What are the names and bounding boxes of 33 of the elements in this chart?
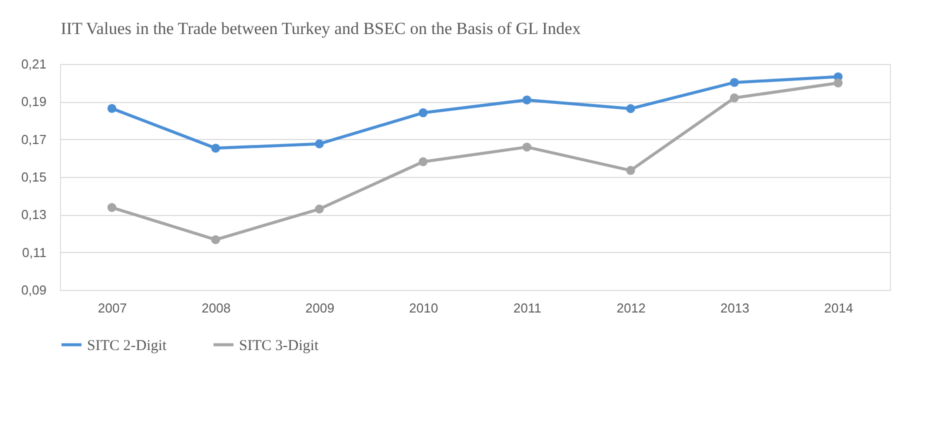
point bbox=[107, 203, 116, 212]
x-tick-label: 2014 bbox=[824, 300, 854, 316]
point bbox=[211, 144, 220, 153]
x-tick-label: 2008 bbox=[202, 300, 231, 316]
y-tick-label: 0,11 bbox=[22, 244, 46, 260]
point bbox=[107, 104, 116, 113]
y-tick-label: 0,21 bbox=[21, 56, 46, 72]
point bbox=[522, 142, 532, 152]
x-tick-label: 2009 bbox=[305, 300, 334, 316]
point bbox=[626, 166, 636, 175]
y-tick-label: 0,09 bbox=[21, 282, 46, 298]
chart-title: IIT Values in the Trade between Turkey and BSEC on the Basis of GL Index bbox=[60, 19, 582, 38]
point bbox=[626, 104, 636, 114]
point bbox=[730, 78, 739, 87]
point bbox=[522, 96, 532, 104]
point bbox=[314, 204, 324, 214]
legend-label: SITC 2-Digit bbox=[87, 338, 168, 354]
y-tick-label: 0,13 bbox=[21, 207, 46, 222]
x-tick-label: 2013 bbox=[720, 300, 750, 316]
x-tick-label: 2010 bbox=[409, 300, 438, 316]
point bbox=[211, 235, 220, 244]
point bbox=[314, 139, 324, 148]
point bbox=[418, 108, 428, 118]
point bbox=[418, 157, 428, 166]
y-tick-label: 0,19 bbox=[21, 94, 46, 110]
legend-label: SITC 3-Digit bbox=[239, 338, 320, 354]
x-tick-label: 2012 bbox=[616, 300, 646, 316]
y-tick-label: 0,15 bbox=[21, 170, 46, 184]
y-tick-label: 0,17 bbox=[21, 132, 46, 147]
point bbox=[834, 78, 843, 88]
x-tick-label: 2011 bbox=[513, 300, 542, 316]
x-tick-label: 2007 bbox=[98, 300, 127, 316]
point bbox=[730, 93, 739, 102]
